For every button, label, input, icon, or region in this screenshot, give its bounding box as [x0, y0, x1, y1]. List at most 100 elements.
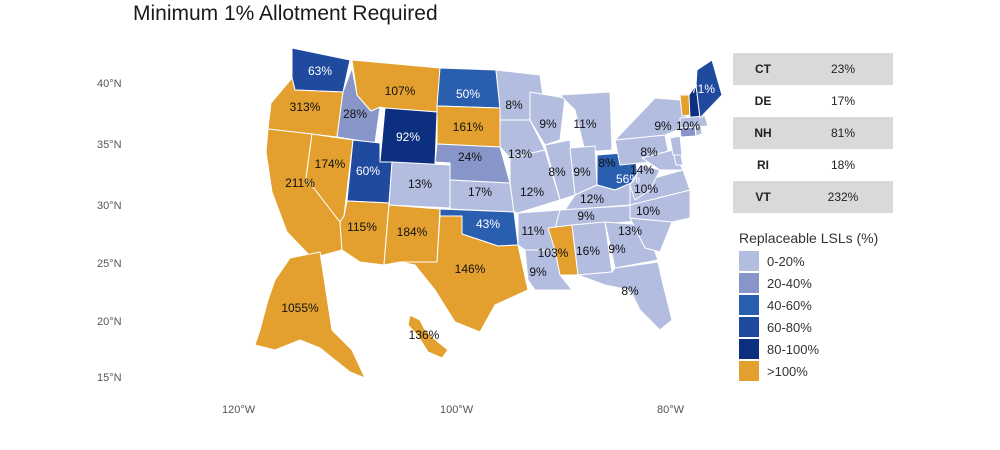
state-abbrev: VT [733, 181, 793, 213]
lon-tick-label: 80°W [657, 404, 685, 416]
state-value-label-nm: 184% [397, 225, 428, 239]
legend-label: 0-20% [767, 253, 805, 269]
state-value-label-ok: 43% [476, 217, 500, 231]
legend: Replaceable LSLs (%) 0-20% 20-40% 40-60%… [739, 230, 878, 382]
state-value-label-id: 28% [343, 107, 367, 121]
table-row: RI 18% [733, 149, 893, 181]
state-abbrev: DE [754, 94, 772, 108]
state-hi[interactable] [407, 314, 449, 359]
state-nj[interactable] [669, 135, 683, 156]
state-abbrev: NH [733, 117, 793, 149]
state-value-label-tx: 146% [455, 262, 486, 276]
state-value-label-me: 71% [691, 82, 715, 96]
state-value-label-ca: 211% [285, 176, 315, 190]
lat-tick-label: 30°N [97, 200, 122, 212]
map-title: Minimum 1% Allotment Required [133, 2, 438, 25]
state-vt[interactable] [679, 94, 691, 117]
small-states-table: CT 23% DE 17% NH 81% RI 18% VT 232% [733, 53, 893, 213]
legend-label: >100% [767, 363, 808, 379]
table-row: DE 17% [733, 85, 893, 117]
state-value-label-ny: 9% [654, 119, 672, 133]
state-value-label-nd: 50% [456, 87, 480, 101]
legend-item: 80-100% [739, 338, 878, 360]
state-value-label-ne: 24% [458, 150, 482, 164]
state-value-label-fl: 8% [621, 284, 639, 298]
state-value-label-al: 16% [576, 244, 600, 258]
state-value-label-ar: 11% [521, 224, 544, 238]
legend-label: 80-100% [767, 341, 820, 357]
table-row: VT 232% [733, 181, 893, 213]
state-value-label-mn: 8% [505, 98, 523, 112]
state-value: 232% [793, 181, 893, 213]
state-value-label-il: 8% [548, 165, 566, 179]
state-tx[interactable] [399, 215, 529, 333]
state-value: 23% [793, 53, 893, 85]
state-value-label-ia: 13% [508, 147, 532, 161]
state-value-label-md: 8% [640, 145, 658, 159]
lat-tick-label: 35°N [97, 139, 122, 151]
table-row: NH 81% [733, 117, 893, 149]
legend-item: >100% [739, 360, 878, 382]
state-va[interactable] [629, 169, 691, 206]
state-value: 18% [830, 158, 856, 172]
state-value-label-wv: 14% [630, 163, 654, 177]
state-value-label-ks: 17% [468, 185, 492, 199]
state-value-label-la: 9% [529, 265, 547, 279]
table-row: CT 23% [733, 53, 893, 85]
lon-tick-label: 100°W [440, 404, 474, 416]
state-ms[interactable] [547, 224, 579, 276]
state-value-label-ut: 60% [356, 164, 380, 178]
legend-label: 40-60% [767, 297, 812, 313]
legend-label: 20-40% [767, 275, 812, 291]
state-value-label-az: 115% [347, 220, 377, 234]
state-value-label-sc: 13% [618, 224, 642, 238]
state-value-label-mt: 107% [385, 84, 416, 98]
state-value-label-hi: 136% [409, 328, 440, 342]
state-value-label-co: 13% [408, 177, 432, 191]
state-value-label-nc: 10% [636, 204, 660, 218]
state-value-label-ma: 10% [676, 119, 700, 133]
legend-swatch [739, 251, 759, 271]
lat-tick-label: 20°N [97, 316, 122, 328]
state-mi[interactable] [559, 91, 613, 153]
legend-title: Replaceable LSLs (%) [739, 230, 879, 246]
legend-item: 40-60% [739, 294, 878, 316]
state-value-label-wa: 63% [308, 64, 332, 78]
state-value-label-pa: 8% [598, 156, 616, 170]
state-value-label-nv: 174% [315, 157, 346, 171]
state-value-label-mo: 12% [520, 185, 544, 199]
state-value-label-tn: 9% [577, 209, 595, 223]
state-value-label-ms: 103% [538, 246, 569, 260]
state-value-label-ak: 1055% [281, 301, 319, 315]
state-ma[interactable] [679, 115, 709, 129]
legend-item: 60-80% [739, 316, 878, 338]
state-ri[interactable] [694, 125, 703, 137]
lat-tick-label: 25°N [97, 258, 122, 270]
state-abbrev: CT [733, 53, 793, 85]
legend-swatch [739, 339, 759, 359]
state-value-label-oh: 56% [616, 172, 640, 186]
lon-tick-label: 120°W [222, 404, 256, 416]
state-value-label-ky: 12% [580, 192, 604, 206]
legend-item: 0-20% [739, 250, 878, 272]
state-value: 81% [793, 117, 893, 149]
state-value-label-in: 9% [573, 165, 591, 179]
lat-tick-label: 40°N [97, 78, 122, 90]
state-value: 17% [830, 94, 856, 108]
legend-swatch [739, 361, 759, 381]
state-wv[interactable] [629, 164, 661, 201]
state-abbrev: RI [757, 158, 769, 172]
legend-item: 20-40% [739, 272, 878, 294]
legend-swatch [739, 317, 759, 337]
state-wi[interactable] [529, 91, 566, 146]
state-value-label-wy: 92% [396, 130, 420, 144]
state-ak[interactable] [254, 251, 366, 379]
state-value-label-mi: 11% [573, 117, 596, 131]
state-me[interactable] [695, 59, 723, 119]
state-value-label-ga: 9% [608, 242, 626, 256]
lat-tick-label: 15°N [97, 372, 122, 384]
state-fl[interactable] [577, 261, 673, 331]
legend-label: 60-80% [767, 319, 812, 335]
state-value-label-sd: 161% [453, 120, 484, 134]
